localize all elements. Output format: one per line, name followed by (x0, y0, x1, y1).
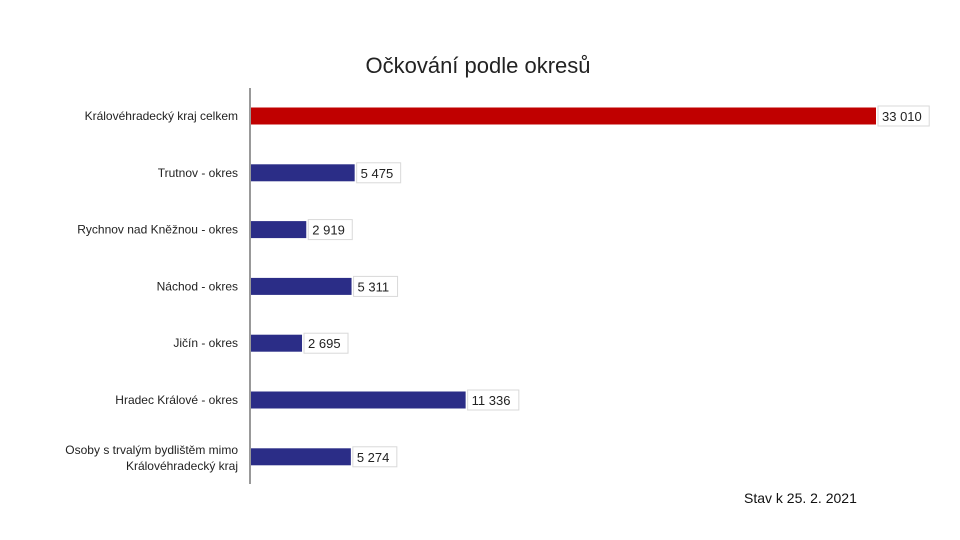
value-label-5: 11 336 (472, 393, 511, 408)
value-label-box-6 (352, 446, 398, 468)
category-label-4: Jičín - okres (173, 336, 238, 350)
value-label-4: 2 695 (308, 336, 341, 351)
value-label-6: 5 274 (357, 450, 390, 465)
value-label-box-2 (307, 219, 353, 241)
category-label-1: Trutnov - okres (158, 166, 238, 180)
bar-5 (251, 391, 466, 409)
bar-1 (251, 164, 355, 182)
category-label-3: Náchod - okres (157, 279, 238, 293)
bar-3 (251, 277, 352, 295)
data-date-note: Stav k 25. 2. 2021 (744, 490, 857, 506)
value-label-3: 5 311 (358, 279, 390, 294)
bars-layer: Královéhradecký kraj celkem 33 010 Trutnov… (65, 105, 930, 473)
value-label-2: 2 919 (312, 223, 345, 238)
value-label-1: 5 475 (361, 166, 394, 181)
bar-4 (251, 334, 303, 352)
value-label-box-1 (356, 162, 402, 184)
value-label-0: 33 010 (882, 109, 922, 124)
bar-2 (251, 221, 307, 239)
category-label-0: Královéhradecký kraj celkem (85, 109, 238, 123)
value-label-box-5 (467, 389, 520, 411)
category-label-5: Hradec Králové - okres (115, 393, 238, 407)
chart-title: Očkování podle okresů (365, 53, 590, 78)
bar-6 (251, 448, 351, 466)
category-label-6: Osoby s trvalým bydlištěm mimo Královéhra… (65, 443, 238, 473)
category-label-2: Rychnov nad Kněžnou - okres (77, 223, 238, 237)
value-label-box-3 (353, 275, 399, 297)
bar-0 (251, 107, 876, 125)
value-label-box-0 (877, 105, 930, 127)
value-label-box-4 (303, 332, 349, 354)
